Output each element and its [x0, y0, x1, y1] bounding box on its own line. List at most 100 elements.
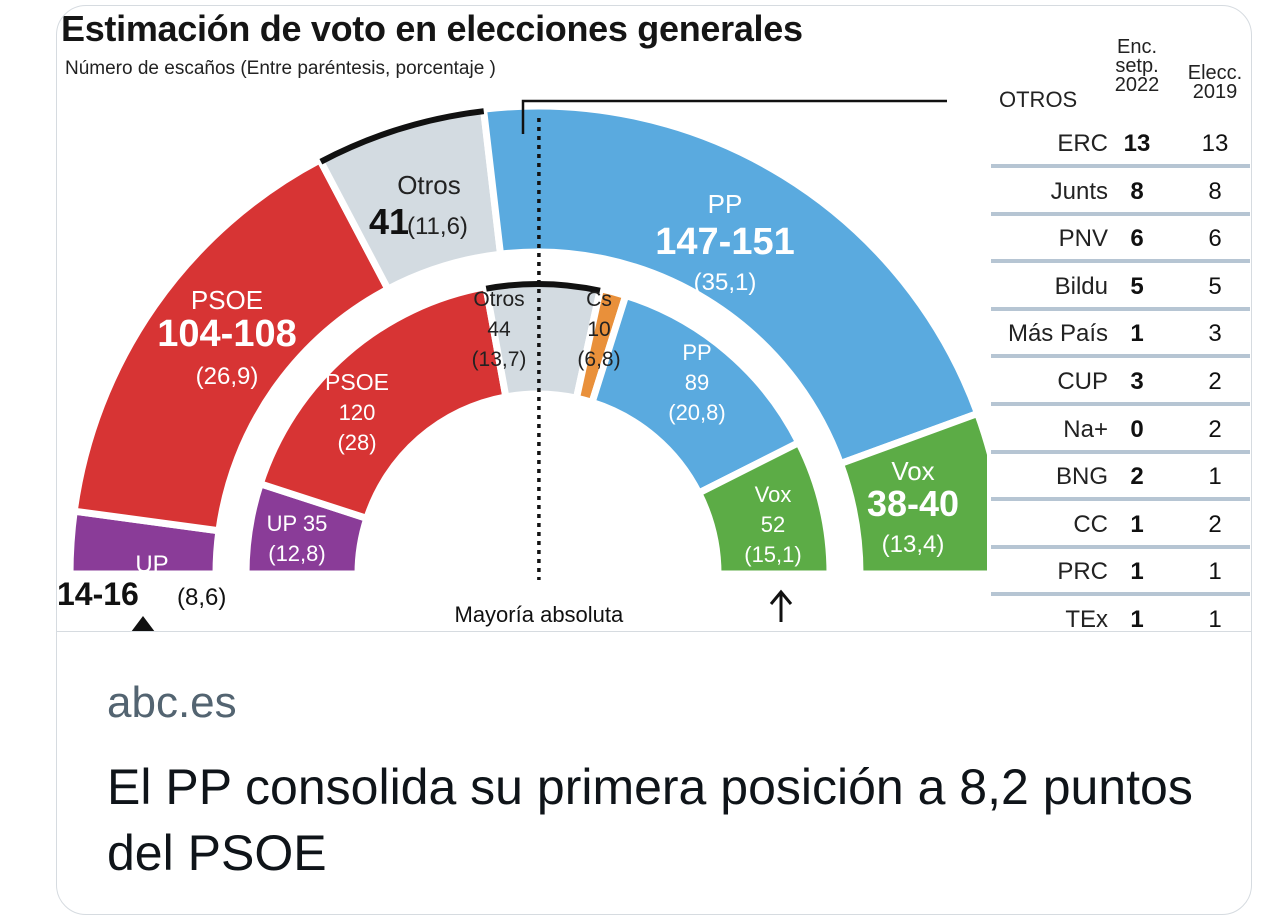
row-divider: [991, 211, 1250, 216]
table-header-enc: Enc. setp. 2022: [1114, 36, 1160, 96]
row-divider: [991, 544, 1250, 549]
ring2-cs-seats: 10: [587, 318, 610, 341]
table-row: Junts 8 8: [985, 170, 1250, 216]
seats-elec: 1: [1208, 558, 1222, 586]
party-name: Bildu: [1054, 272, 1108, 300]
ring1-vox-pct: (13,4): [882, 531, 945, 558]
ring2-cs-pct: (6,8): [577, 348, 620, 371]
otros-leader-line: [521, 99, 947, 134]
row-divider: [991, 449, 1250, 454]
table-row: CUP 3 2: [985, 360, 1250, 406]
ring2-pp-label: PP: [682, 340, 711, 365]
seats-enc: 1: [1130, 320, 1144, 348]
party-name: CUP: [1057, 368, 1108, 395]
seats-enc: 8: [1130, 177, 1144, 205]
seats-enc: 13: [1123, 130, 1151, 157]
row-divider: [991, 306, 1250, 311]
seats-elec: 5: [1208, 272, 1222, 300]
table-row: TEx 1 1: [985, 598, 1250, 632]
link-headline[interactable]: El PP consolida su primera posición a 8,…: [107, 759, 1193, 881]
row-divider: [991, 354, 1250, 359]
party-name: PNV: [1058, 225, 1108, 253]
table-row: Más País 1 3: [985, 312, 1250, 359]
seats-elec: 6: [1208, 225, 1222, 253]
segment-pp-ring-1: [479, 102, 983, 469]
seats-elec: 1: [1208, 606, 1222, 632]
ring1-pp-seats: 147-151: [655, 221, 794, 263]
ring2-pp-seats: 89: [685, 370, 709, 395]
ring2-up-pct: (12,8): [268, 541, 325, 566]
seats-elec: 13: [1201, 130, 1229, 157]
row-divider: [991, 402, 1250, 406]
ring2-vox-label: Vox: [755, 482, 792, 507]
table-row: PRC 1 1: [985, 550, 1250, 597]
ring2-vox-seats: 52: [761, 512, 785, 537]
seats-enc: 1: [1130, 510, 1144, 538]
ring1-psoe-label: PSOE: [191, 285, 263, 315]
ring1-psoe-seats: 104-108: [157, 313, 296, 355]
seats-enc: 2: [1130, 463, 1144, 491]
row-divider: [991, 497, 1250, 502]
table-row: Na+ 0 2: [985, 408, 1250, 454]
otros-arc-marker: [485, 281, 601, 294]
ring2-psoe-seats: 120: [339, 400, 376, 425]
seats-enc: 5: [1130, 272, 1144, 300]
party-name: Más País: [1007, 320, 1108, 348]
segment-psoe-ring-2: [255, 282, 510, 523]
chart-subtitle: Número de escaños (Entre paréntesis, por…: [65, 58, 496, 79]
seats-elec: 1: [1208, 463, 1222, 491]
ring2-otros-label: Otros: [473, 288, 524, 311]
segment-vox-ring-1: [835, 409, 987, 578]
ring2-up-label: UP 35: [267, 511, 328, 536]
seats-elec: 2: [1208, 415, 1222, 443]
ring1-otros-label: Otros: [397, 170, 461, 200]
seats-elec: 8: [1208, 177, 1222, 205]
party-name: TEx: [1065, 606, 1108, 632]
party-name: CC: [1073, 510, 1108, 538]
ring2-cs-label: Cs: [586, 288, 612, 311]
ring1-up-label: UP: [135, 551, 168, 578]
table-row: Bildu 5 5: [985, 265, 1250, 311]
ring1-vox-seats: 38-40: [867, 483, 959, 524]
tweet-link-card[interactable]: Estimación de voto en elecciones general…: [56, 5, 1252, 915]
link-source-domain[interactable]: abc.es: [107, 678, 237, 727]
ring2-psoe-label: PSOE: [325, 369, 389, 395]
ring2-otros-pct: (13,7): [472, 348, 527, 371]
seats-elec: 2: [1208, 510, 1222, 538]
segment-vox-ring-2: [694, 437, 834, 578]
seats-enc: 1: [1130, 606, 1144, 632]
seats-enc: 6: [1130, 225, 1144, 253]
ring2-vox-pct: (15,1): [744, 542, 801, 567]
seats-enc: 0: [1130, 415, 1144, 443]
chart-image[interactable]: Estimación de voto en elecciones general…: [57, 6, 1251, 632]
row-divider: [991, 592, 1250, 597]
seats-elec: 3: [1208, 320, 1222, 348]
seats-elec: 2: [1208, 368, 1222, 395]
chart-title: Estimación de voto en elecciones general…: [61, 8, 803, 49]
otros-arc-marker: [319, 108, 485, 165]
party-name: ERC: [1057, 130, 1108, 157]
ring2-otros-seats: 44: [487, 318, 511, 341]
ring2-pp-pct: (20,8): [668, 400, 725, 425]
ring2-psoe-pct: (28): [337, 430, 376, 455]
seats-enc: 3: [1130, 368, 1144, 395]
table-row: BNG 2 1: [985, 455, 1250, 502]
row-divider: [991, 164, 1250, 168]
arrow-up-icon: [769, 589, 793, 622]
party-name: BNG: [1055, 463, 1108, 491]
table-row: ERC 13 13: [985, 122, 1250, 168]
table-header-elec: Elecc. 2019: [1187, 62, 1243, 103]
ring1-up-pct: (8,6): [177, 584, 226, 611]
ring1-vox-label: Vox: [891, 456, 934, 486]
party-name: Junts: [1050, 177, 1108, 205]
table-header-otros: OTROS: [999, 87, 1078, 112]
table-row: CC 1 2: [985, 503, 1250, 549]
arrow-up-icon: [131, 616, 155, 631]
ring1-otros-seats: 41: [369, 201, 409, 242]
table-row: PNV 6 6: [985, 217, 1250, 264]
ring1-up-seats: 14-16: [57, 576, 139, 612]
ring1-otros-pct: (11,6): [407, 213, 468, 240]
party-name: Na+: [1063, 415, 1108, 443]
party-name: PRC: [1057, 558, 1108, 586]
